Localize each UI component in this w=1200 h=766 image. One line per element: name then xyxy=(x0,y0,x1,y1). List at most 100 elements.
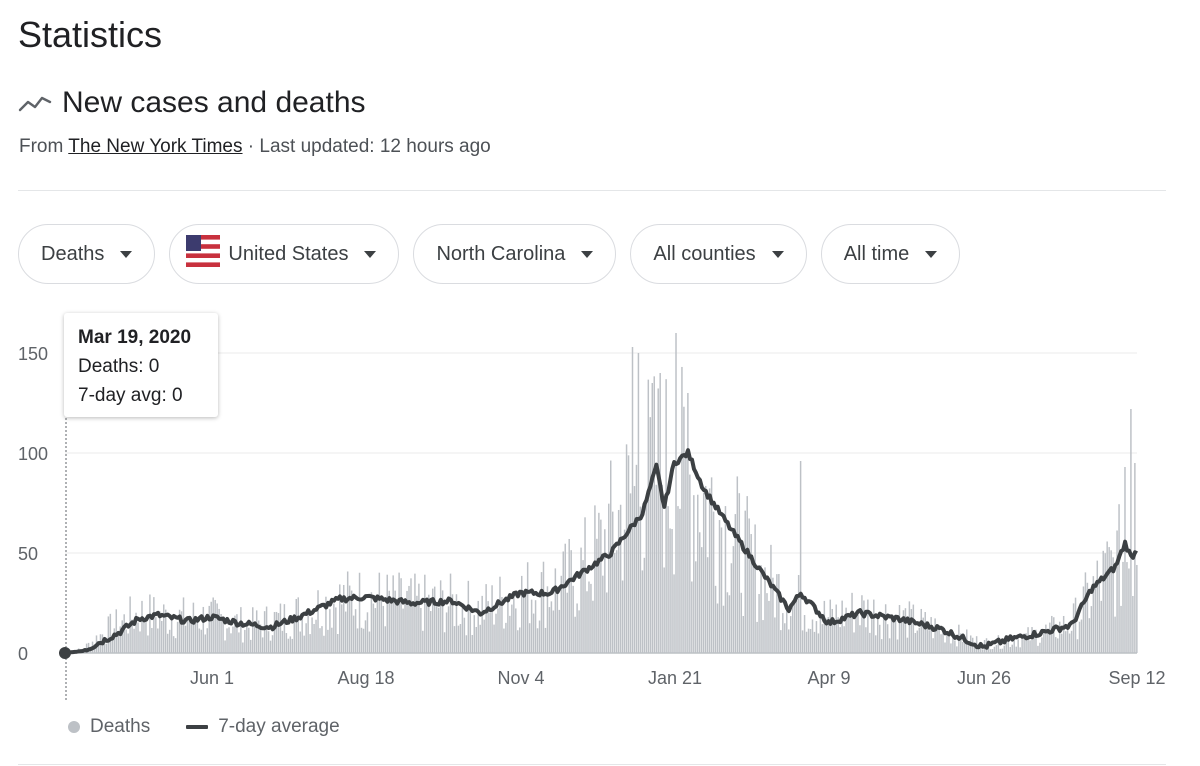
deaths-bar xyxy=(710,477,713,653)
deaths-bar xyxy=(511,604,513,653)
deaths-bar xyxy=(829,599,832,653)
deaths-bar xyxy=(813,631,816,653)
deaths-bar xyxy=(712,511,715,653)
y-tick-label: 100 xyxy=(18,444,48,464)
deaths-bar xyxy=(141,600,143,653)
deaths-bar xyxy=(1064,631,1067,653)
deaths-bar xyxy=(580,547,582,653)
country-dropdown[interactable]: United States xyxy=(169,224,400,284)
deaths-bar xyxy=(499,576,501,653)
deaths-bar xyxy=(653,376,655,653)
deaths-bar xyxy=(835,604,837,653)
deaths-bar xyxy=(107,616,110,653)
deaths-bar xyxy=(133,628,135,653)
chart-area[interactable]: 0 50 100 150 Jun 1 Aug 18 Nov 4 Jan 21 Apr 9 Jun… xyxy=(0,300,1200,700)
deaths-bar xyxy=(1051,615,1053,653)
deaths-bar xyxy=(1128,568,1130,653)
deaths-bar xyxy=(758,594,760,653)
deaths-bar xyxy=(145,622,147,653)
deaths-bar xyxy=(1108,547,1110,653)
deaths-bar xyxy=(358,572,361,653)
deaths-bar xyxy=(655,484,657,653)
deaths-bar xyxy=(176,621,179,653)
deaths-bar xyxy=(1017,639,1019,653)
deaths-bar xyxy=(789,616,792,653)
county-dropdown[interactable]: All counties xyxy=(630,224,807,284)
deaths-bar xyxy=(665,379,667,653)
deaths-bar xyxy=(730,563,733,653)
deaths-bar xyxy=(443,632,446,653)
time-range-dropdown[interactable]: All time xyxy=(820,224,961,284)
x-tick-label: Sep 12 xyxy=(1108,668,1165,688)
deaths-bar xyxy=(151,627,153,653)
deaths-bar xyxy=(153,597,155,653)
deaths-bar xyxy=(513,596,515,653)
deaths-bar xyxy=(1094,584,1097,653)
deaths-bar xyxy=(639,506,642,653)
deaths-bar xyxy=(275,611,278,653)
deaths-bar xyxy=(667,506,669,653)
deaths-bar xyxy=(526,562,529,653)
deaths-bar xyxy=(590,583,592,653)
deaths-bar xyxy=(412,601,414,653)
deaths-bar xyxy=(699,532,701,653)
deaths-bar xyxy=(588,581,590,653)
deaths-bar xyxy=(683,406,685,653)
state-dropdown[interactable]: North Carolina xyxy=(413,224,617,284)
deaths-bar xyxy=(257,620,260,653)
deaths-bar xyxy=(681,366,683,653)
deaths-bar xyxy=(1078,621,1081,653)
deaths-bar xyxy=(750,534,752,653)
deaths-bar xyxy=(489,612,491,653)
deaths-bar xyxy=(1126,562,1128,653)
deaths-bar xyxy=(166,633,169,653)
deaths-bar xyxy=(964,642,966,653)
deaths-bar xyxy=(914,633,917,653)
deaths-bar xyxy=(1033,631,1035,653)
source-link[interactable]: The New York Times xyxy=(68,136,243,157)
deaths-bar xyxy=(433,586,436,653)
deaths-bar xyxy=(163,604,165,653)
deaths-bar xyxy=(950,643,952,653)
deaths-bar xyxy=(940,634,942,653)
deaths-bar xyxy=(295,598,297,653)
tooltip-avg: 7-day avg: 0 xyxy=(78,385,183,406)
deaths-bar xyxy=(475,626,477,653)
deaths-bar xyxy=(1062,615,1065,653)
deaths-bar xyxy=(981,649,984,653)
deaths-bar xyxy=(865,627,867,653)
deaths-bar xyxy=(113,628,116,653)
source-line: From The New York Times · Last updated: … xyxy=(19,136,491,158)
deaths-bar xyxy=(736,476,739,653)
deaths-bar xyxy=(552,610,555,653)
deaths-bar xyxy=(780,630,782,653)
deaths-bar xyxy=(368,631,371,653)
deaths-bar xyxy=(1058,621,1061,653)
deaths-bar xyxy=(301,613,303,653)
deaths-bar xyxy=(896,639,899,653)
deaths-bar xyxy=(734,514,737,653)
deaths-bar xyxy=(481,595,483,653)
deaths-bar xyxy=(1023,633,1025,653)
metric-dropdown[interactable]: Deaths xyxy=(18,224,156,284)
deaths-bar xyxy=(576,603,578,653)
deaths-bar xyxy=(400,578,402,653)
deaths-bar xyxy=(952,633,954,653)
chevron-down-icon xyxy=(771,250,784,258)
deaths-chart[interactable]: 0 50 100 150 Jun 1 Aug 18 Nov 4 Jan 21 Apr 9 Jun… xyxy=(0,300,1200,700)
deaths-bar xyxy=(497,608,499,653)
deaths-bar xyxy=(752,558,754,653)
deaths-bar xyxy=(471,634,474,653)
deaths-bar xyxy=(200,629,203,653)
deaths-bar xyxy=(744,510,746,653)
deaths-bar xyxy=(273,612,276,653)
deaths-bar xyxy=(849,614,851,653)
deaths-bar xyxy=(554,568,557,653)
deaths-bar xyxy=(341,604,343,653)
deaths-bar xyxy=(845,607,847,653)
deaths-bar xyxy=(127,633,129,653)
deaths-bar xyxy=(198,628,201,653)
deaths-bar xyxy=(161,620,163,653)
deaths-bar xyxy=(1120,605,1122,653)
deaths-bar xyxy=(732,546,735,653)
